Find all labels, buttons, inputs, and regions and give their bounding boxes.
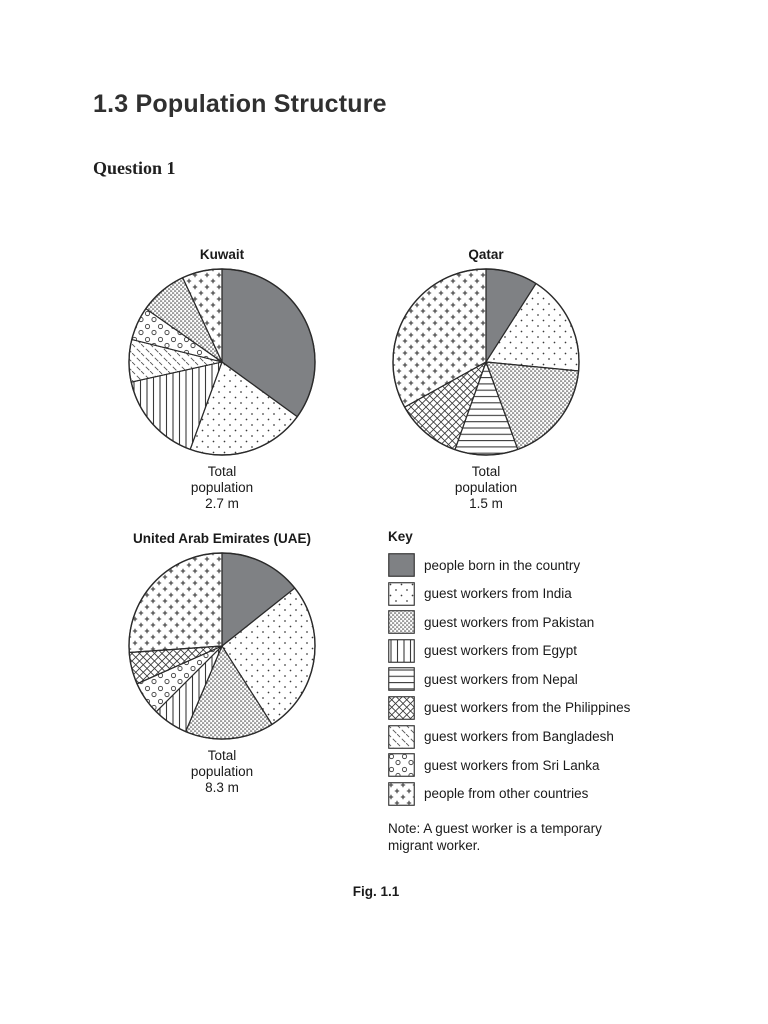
key-item-label: guest workers from Nepal [424, 671, 578, 687]
chart-title-qatar: Qatar [468, 247, 504, 262]
solid-gray-swatch-icon [388, 553, 415, 577]
key-item: guest workers from Sri Lanka [388, 753, 658, 777]
total-caption-line: population [190, 764, 254, 779]
key-note: Note: A guest worker is a temporary migr… [388, 820, 602, 853]
crosshatch-swatch-icon [388, 696, 415, 720]
key-item: people born in the country [388, 553, 658, 577]
total-caption-line: population [454, 480, 518, 495]
key-item-label: guest workers from Bangladesh [424, 729, 614, 745]
key-item: guest workers from Nepal [388, 667, 658, 692]
total-caption-value: 8.3 m [205, 780, 239, 795]
pie-figure-kuwait: Kuwait Total population 2.7 m [126, 247, 318, 512]
section-title: 1.3 Population Structure [93, 90, 387, 118]
pie-outline [392, 268, 580, 456]
total-caption-line: Total [207, 464, 237, 479]
key-item: guest workers from Bangladesh [388, 724, 658, 749]
figure-label: Fig. 1.1 [352, 884, 400, 899]
total-caption-line: Total [207, 748, 237, 763]
key-item-label: guest workers from Egypt [424, 643, 578, 659]
pie-outline [128, 552, 316, 740]
pie-slice [128, 552, 223, 654]
key-title: Key [388, 529, 413, 544]
total-caption-line: population [190, 480, 254, 495]
chart-title-kuwait: Kuwait [199, 247, 245, 262]
pie-chart-kuwait [128, 268, 316, 456]
vertical-lines-swatch-icon [388, 638, 415, 663]
dashes-dense-swatch-icon [388, 610, 415, 634]
total-caption-value: 2.7 m [205, 496, 239, 511]
horizontal-lines-swatch-icon [388, 667, 415, 692]
key-item-label: guest workers from the Philippines [424, 700, 631, 716]
pie-outline [128, 268, 316, 456]
plus-signs-swatch-icon [388, 781, 415, 806]
key-item-label: guest workers from India [424, 586, 572, 602]
key-item-label: people from other countries [424, 786, 589, 802]
question-label: Question 1 [93, 158, 176, 178]
key-legend: Key people born in the country guest work… [388, 529, 658, 854]
key-item: guest workers from Pakistan [388, 610, 658, 634]
dots-sparse-swatch-icon [388, 581, 415, 606]
key-item: guest workers from the Philippines [388, 696, 658, 720]
key-items: people born in the country guest workers … [388, 553, 658, 806]
total-caption-value: 1.5 m [469, 496, 503, 511]
pie-chart-uae [128, 552, 316, 740]
diagonal-lines-swatch-icon [388, 724, 415, 749]
pie-figure-qatar: Qatar Total population 1.5 m [390, 247, 582, 512]
key-item: people from other countries [388, 781, 658, 806]
circles-swatch-icon [388, 753, 415, 777]
total-caption-uae: Total population 8.3 m [191, 748, 253, 796]
key-item: guest workers from India [388, 581, 658, 606]
key-item-label: guest workers from Pakistan [424, 614, 595, 630]
total-caption-line: Total [471, 464, 501, 479]
key-item-label: people born in the country [424, 557, 581, 573]
total-caption-kuwait: Total population 2.7 m [191, 464, 253, 512]
pie-figure-uae: United Arab Emirates (UAE) Total populat… [126, 531, 318, 796]
key-item-label: guest workers from Sri Lanka [424, 757, 600, 773]
chart-title-uae: United Arab Emirates (UAE) [132, 531, 312, 546]
pie-chart-qatar [392, 268, 580, 456]
total-caption-qatar: Total population 1.5 m [455, 464, 517, 512]
key-item: guest workers from Egypt [388, 638, 658, 663]
